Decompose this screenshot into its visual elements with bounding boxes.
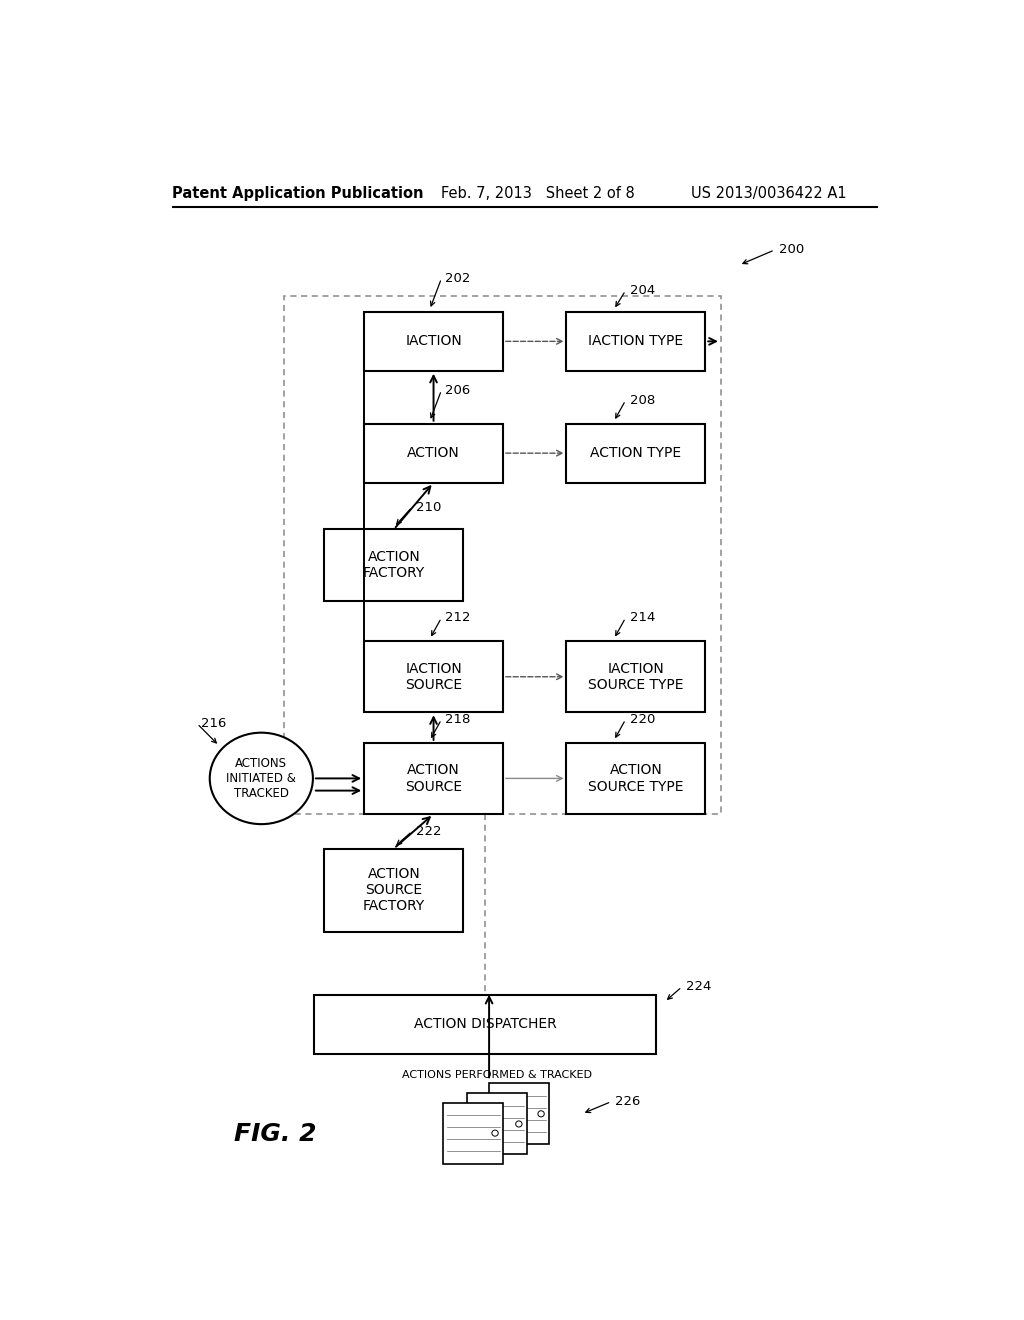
Text: 222: 222 (416, 825, 441, 838)
Text: ACTION
SOURCE
FACTORY: ACTION SOURCE FACTORY (362, 867, 425, 913)
Text: IACTION
SOURCE: IACTION SOURCE (404, 661, 462, 692)
Text: 204: 204 (630, 284, 654, 297)
Text: 214: 214 (630, 611, 655, 624)
Text: 218: 218 (445, 713, 471, 726)
Text: ACTION: ACTION (408, 446, 460, 461)
FancyBboxPatch shape (325, 529, 463, 601)
FancyBboxPatch shape (365, 743, 503, 814)
Text: Patent Application Publication: Patent Application Publication (172, 186, 423, 202)
Text: 210: 210 (416, 500, 441, 513)
Text: 202: 202 (445, 272, 471, 285)
Text: IACTION: IACTION (406, 334, 462, 348)
Text: 226: 226 (615, 1096, 641, 1107)
Text: IACTION TYPE: IACTION TYPE (589, 334, 683, 348)
Text: ACTIONS
INITIATED &
TRACKED: ACTIONS INITIATED & TRACKED (226, 756, 296, 800)
Text: 220: 220 (630, 713, 655, 726)
Text: US 2013/0036422 A1: US 2013/0036422 A1 (691, 186, 847, 202)
Text: 212: 212 (445, 611, 471, 624)
Text: ACTION
SOURCE: ACTION SOURCE (404, 763, 462, 793)
FancyBboxPatch shape (566, 642, 706, 713)
Ellipse shape (492, 1130, 499, 1137)
Text: 208: 208 (630, 393, 654, 407)
FancyBboxPatch shape (365, 642, 503, 713)
FancyBboxPatch shape (365, 424, 503, 483)
FancyBboxPatch shape (467, 1093, 526, 1155)
Text: ACTION TYPE: ACTION TYPE (591, 446, 681, 461)
Ellipse shape (538, 1110, 544, 1117)
Text: 216: 216 (201, 717, 226, 730)
FancyBboxPatch shape (566, 424, 706, 483)
Text: ACTION
FACTORY: ACTION FACTORY (362, 550, 425, 579)
FancyBboxPatch shape (443, 1102, 503, 1164)
Ellipse shape (210, 733, 313, 824)
Text: ACTION DISPATCHER: ACTION DISPATCHER (414, 1018, 556, 1031)
FancyBboxPatch shape (489, 1084, 549, 1144)
FancyBboxPatch shape (566, 743, 706, 814)
Text: ACTION
SOURCE TYPE: ACTION SOURCE TYPE (588, 763, 684, 793)
FancyBboxPatch shape (325, 849, 463, 932)
Text: 224: 224 (686, 981, 712, 993)
Text: ACTIONS PERFORMED & TRACKED: ACTIONS PERFORMED & TRACKED (402, 1071, 592, 1080)
Text: 200: 200 (778, 243, 804, 256)
FancyBboxPatch shape (314, 995, 655, 1053)
Text: Feb. 7, 2013   Sheet 2 of 8: Feb. 7, 2013 Sheet 2 of 8 (441, 186, 635, 202)
Text: FIG. 2: FIG. 2 (233, 1122, 316, 1146)
Text: 206: 206 (445, 384, 471, 396)
FancyBboxPatch shape (365, 312, 503, 371)
Ellipse shape (516, 1121, 522, 1127)
FancyBboxPatch shape (566, 312, 706, 371)
Text: IACTION
SOURCE TYPE: IACTION SOURCE TYPE (588, 661, 684, 692)
